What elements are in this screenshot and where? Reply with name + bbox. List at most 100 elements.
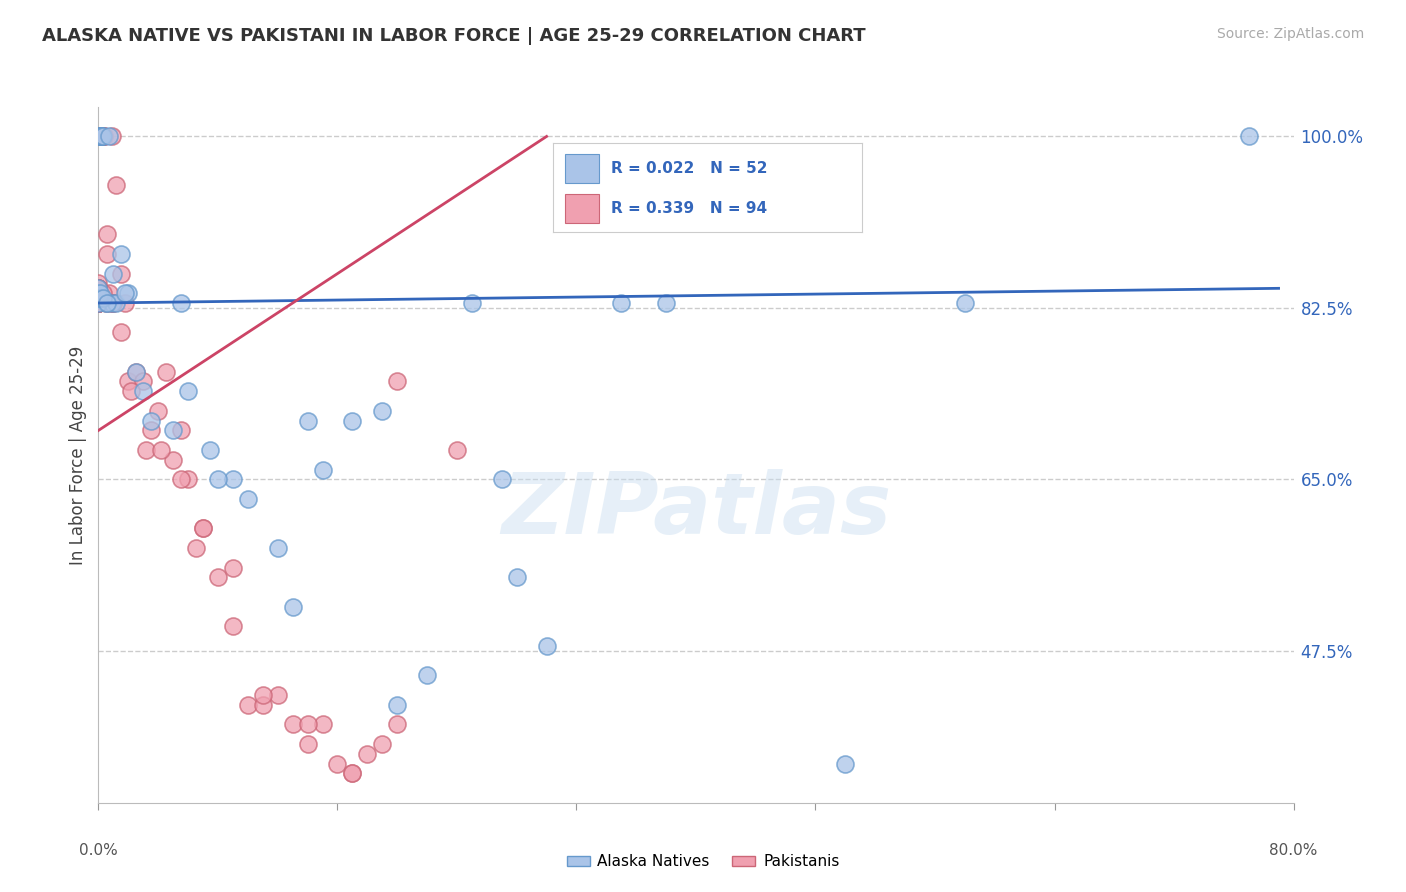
Text: ZIPatlas: ZIPatlas [501,469,891,552]
Point [103,267,125,281]
Point [87,286,110,301]
Point [135,443,157,458]
Point [91,129,114,144]
Point [125,365,148,379]
Point [385,698,409,712]
Point [110,247,132,261]
Point [252,698,274,712]
Point [132,375,155,389]
Point [97,129,120,144]
Point [89,129,111,144]
Point [103,296,125,310]
Point [89,129,111,144]
Point [655,296,678,310]
Point [461,296,484,310]
Text: Source: ZipAtlas.com: Source: ZipAtlas.com [1216,27,1364,41]
Point [87,296,110,310]
Point [371,737,394,751]
Point [191,521,214,535]
Point [222,472,245,486]
Text: ALASKA NATIVE VS PAKISTANI IN LABOR FORCE | AGE 25-29 CORRELATION CHART: ALASKA NATIVE VS PAKISTANI IN LABOR FORC… [42,27,866,45]
Point [89,129,111,144]
Point [87,296,110,310]
Point [89,129,111,144]
Point [148,404,170,418]
Point [103,296,125,310]
Point [342,766,364,780]
Point [342,414,364,428]
Point [87,286,110,301]
Point [281,717,304,731]
Y-axis label: In Labor Force | Age 25-29: In Labor Force | Age 25-29 [69,345,87,565]
Point [96,247,118,261]
Text: R = 0.022   N = 52: R = 0.022 N = 52 [612,161,768,176]
Point [446,443,468,458]
Point [356,747,378,761]
Point [89,129,111,144]
Point [297,717,319,731]
Point [87,286,110,301]
Point [87,286,110,301]
Point [953,296,976,310]
Point [311,717,333,731]
Point [87,291,110,305]
Point [281,599,304,614]
Point [87,291,110,305]
Point [96,227,118,242]
Point [162,424,184,438]
Legend: Alaska Natives, Pakistanis: Alaska Natives, Pakistanis [561,848,845,875]
Point [114,286,136,301]
Point [87,291,110,305]
Point [87,286,110,301]
Point [184,541,207,555]
Point [110,267,132,281]
Point [91,129,114,144]
Point [93,129,115,144]
Point [87,296,110,310]
Point [491,472,513,486]
Point [105,178,128,193]
Text: 0.0%: 0.0% [79,843,118,858]
Point [207,570,229,584]
Point [150,443,173,458]
FancyBboxPatch shape [565,153,599,183]
Point [155,365,177,379]
Point [162,452,184,467]
Point [222,619,245,633]
Point [169,296,191,310]
Point [834,756,856,771]
Text: R = 0.339   N = 94: R = 0.339 N = 94 [612,201,768,216]
Point [94,296,117,310]
Point [91,286,114,301]
Point [87,286,110,301]
Point [87,286,110,301]
Point [87,291,110,305]
Point [91,129,114,144]
Point [120,384,142,399]
Point [326,756,349,771]
Point [342,766,364,780]
Point [87,296,110,310]
Point [117,286,139,301]
Point [110,326,132,340]
Point [87,286,110,301]
Point [536,639,558,653]
Point [89,129,111,144]
Point [267,688,290,702]
Point [87,281,110,295]
Point [91,291,114,305]
Point [87,296,110,310]
Point [87,277,110,291]
Point [117,375,139,389]
Point [252,688,274,702]
Point [139,424,162,438]
Point [87,296,110,310]
Point [87,286,110,301]
Point [87,296,110,310]
Point [89,129,111,144]
Point [87,129,110,144]
Point [385,717,409,731]
Point [222,560,245,574]
Point [191,521,214,535]
Point [89,129,111,144]
